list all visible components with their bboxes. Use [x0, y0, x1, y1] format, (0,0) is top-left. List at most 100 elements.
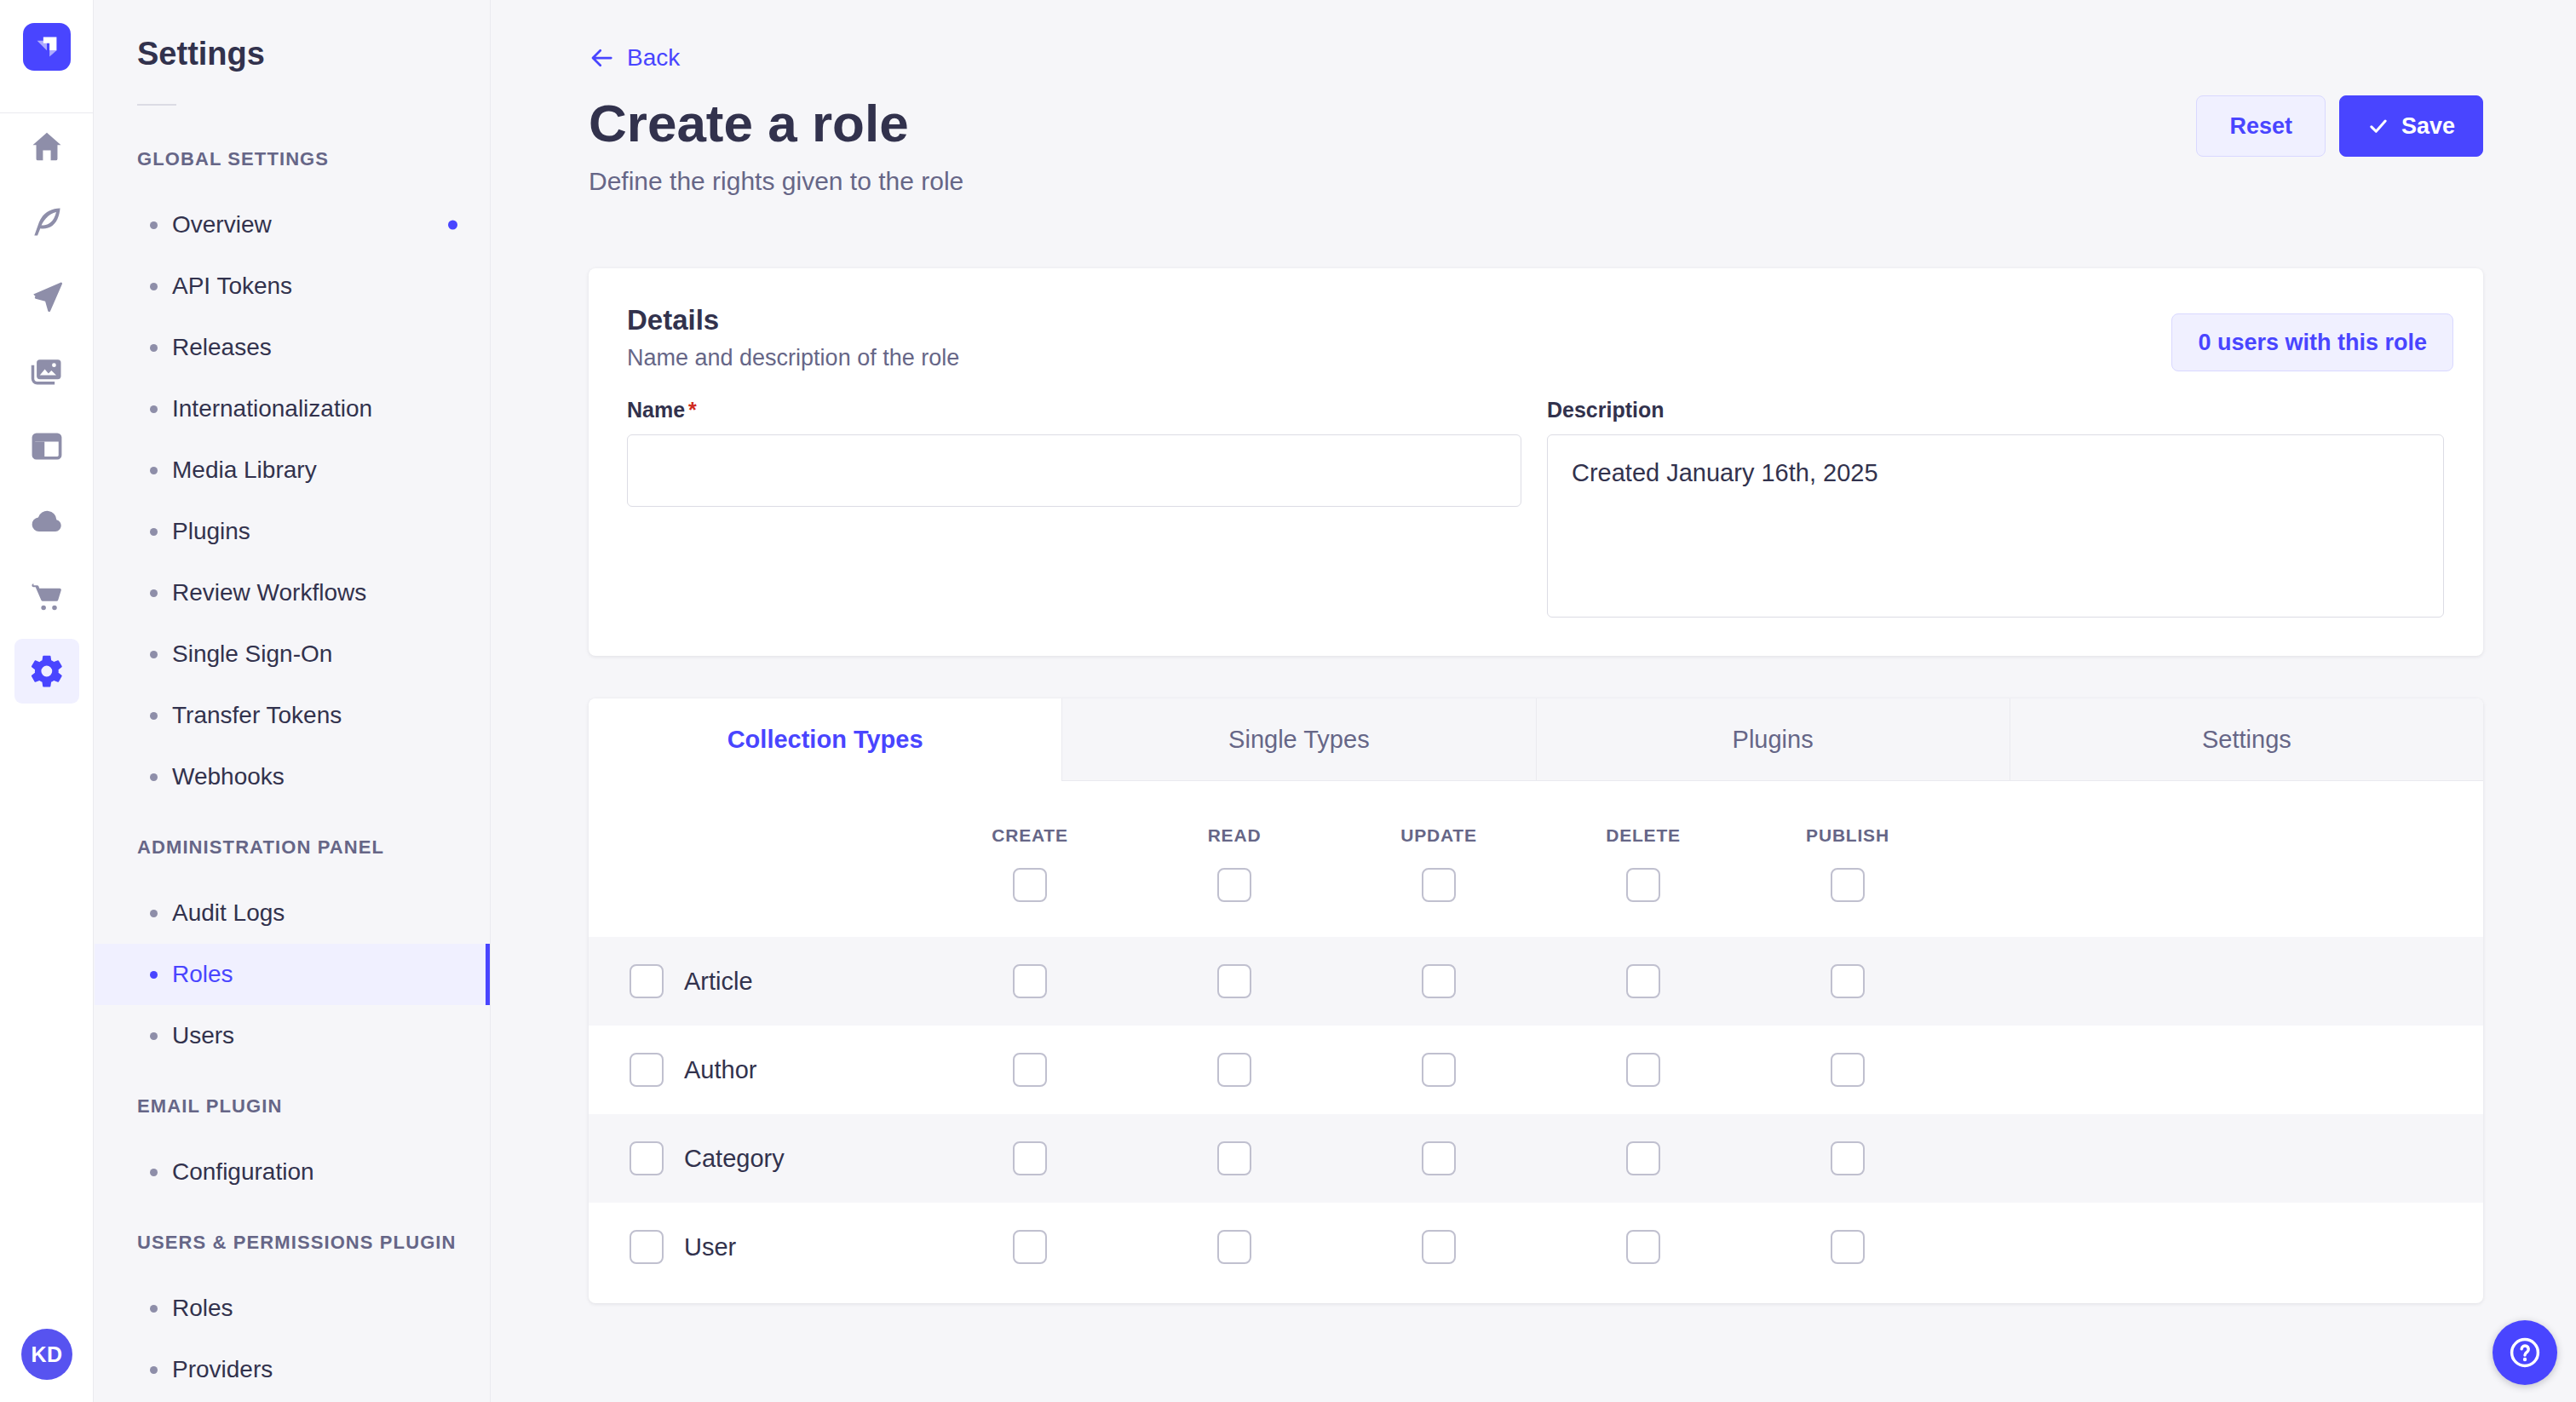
feather-icon — [28, 203, 66, 240]
page-title: Create a role — [589, 92, 909, 155]
tab-bar: Collection TypesSingle TypesPluginsSetti… — [589, 698, 2483, 781]
select-all-read-checkbox[interactable] — [1217, 868, 1251, 902]
checkbox-category-delete[interactable] — [1626, 1141, 1660, 1175]
bullet-icon — [150, 589, 158, 597]
rail-nav — [0, 114, 93, 704]
checkbox-article-update[interactable] — [1422, 964, 1456, 998]
sidebar-item-overview[interactable]: Overview — [95, 194, 490, 256]
checkbox-category-create[interactable] — [1013, 1141, 1047, 1175]
column-header-delete: DELETE — [1541, 825, 1745, 846]
sidebar-item-transfer-tokens[interactable]: Transfer Tokens — [95, 685, 490, 746]
select-all-create-checkbox[interactable] — [1013, 868, 1047, 902]
select-row-category-checkbox[interactable] — [630, 1141, 664, 1175]
sidebar-item-internationalization[interactable]: Internationalization — [95, 378, 490, 440]
rail-item-home[interactable] — [14, 114, 79, 179]
rail-item-media[interactable] — [14, 339, 79, 404]
users-with-role-badge[interactable]: 0 users with this role — [2171, 313, 2453, 371]
rail-item-content[interactable] — [14, 189, 79, 254]
checkbox-article-create[interactable] — [1013, 964, 1047, 998]
sidebar-item-configuration[interactable]: Configuration — [95, 1141, 490, 1203]
checkbox-user-publish[interactable] — [1831, 1230, 1865, 1264]
rail-item-cloud[interactable] — [14, 489, 79, 554]
checkbox-user-create[interactable] — [1013, 1230, 1047, 1264]
name-label: Name* — [627, 398, 697, 422]
sidebar-section-label: GLOBAL SETTINGS — [137, 148, 490, 170]
rail-item-release[interactable] — [14, 264, 79, 329]
checkbox-category-publish[interactable] — [1831, 1141, 1865, 1175]
permission-row-category: Category — [589, 1114, 2483, 1203]
bullet-icon — [150, 405, 158, 413]
sidebar-item-audit-logs[interactable]: Audit Logs — [95, 882, 490, 944]
rail-item-marketplace[interactable] — [14, 564, 79, 629]
save-button[interactable]: Save — [2339, 95, 2483, 157]
sidebar-item-api-tokens[interactable]: API Tokens — [95, 256, 490, 317]
checkbox-author-delete[interactable] — [1626, 1053, 1660, 1087]
select-row-author-checkbox[interactable] — [630, 1053, 664, 1087]
column-header-read: READ — [1132, 825, 1337, 846]
bullet-icon — [150, 712, 158, 720]
checkbox-author-create[interactable] — [1013, 1053, 1047, 1087]
checkbox-category-read[interactable] — [1217, 1141, 1251, 1175]
sidebar-item-media-library[interactable]: Media Library — [95, 440, 490, 501]
details-card: Details Name and description of the role… — [589, 268, 2483, 656]
sidebar-title: Settings — [137, 34, 490, 73]
checkbox-author-publish[interactable] — [1831, 1053, 1865, 1087]
tab-plugins[interactable]: Plugins — [1536, 698, 2010, 781]
checkbox-article-read[interactable] — [1217, 964, 1251, 998]
sidebar-item-roles[interactable]: Roles — [95, 944, 490, 1005]
arrow-left-icon — [589, 45, 614, 71]
reset-button[interactable]: Reset — [2196, 95, 2326, 157]
checkbox-category-update[interactable] — [1422, 1141, 1456, 1175]
page-subtitle: Define the rights given to the role — [589, 167, 963, 196]
sidebar-item-providers[interactable]: Providers — [95, 1339, 490, 1400]
checkbox-user-update[interactable] — [1422, 1230, 1456, 1264]
name-input[interactable] — [627, 434, 1521, 507]
required-marker: * — [688, 398, 697, 422]
description-input[interactable]: Created January 16th, 2025 — [1547, 434, 2444, 618]
select-all-delete-checkbox[interactable] — [1626, 868, 1660, 902]
sidebar-sections: GLOBAL SETTINGS Overview API Tokens Rele… — [95, 148, 490, 1400]
checkbox-user-delete[interactable] — [1626, 1230, 1660, 1264]
checkbox-author-update[interactable] — [1422, 1053, 1456, 1087]
checkbox-article-publish[interactable] — [1831, 964, 1865, 998]
header-actions: Reset Save — [2196, 95, 2483, 157]
permissions-rows: Article Author Category User — [589, 937, 2483, 1291]
sidebar-section-label: EMAIL PLUGIN — [137, 1095, 490, 1118]
tab-collection-types[interactable]: Collection Types — [589, 698, 1061, 781]
bullet-icon — [150, 773, 158, 781]
cloud-icon — [28, 503, 66, 540]
user-avatar[interactable]: KD — [21, 1329, 72, 1380]
sidebar-section: EMAIL PLUGIN Configuration — [95, 1095, 490, 1203]
checkbox-author-read[interactable] — [1217, 1053, 1251, 1087]
sidebar-item-releases[interactable]: Releases — [95, 317, 490, 378]
sidebar-item-users[interactable]: Users — [95, 1005, 490, 1066]
checkbox-user-read[interactable] — [1217, 1230, 1251, 1264]
sidebar-item-webhooks[interactable]: Webhooks — [95, 746, 490, 807]
save-label: Save — [2401, 113, 2455, 140]
tab-single-types[interactable]: Single Types — [1061, 698, 1535, 781]
help-button[interactable] — [2493, 1320, 2557, 1385]
bullet-icon — [150, 221, 158, 229]
back-link[interactable]: Back — [589, 44, 680, 72]
bullet-icon — [150, 1305, 158, 1313]
rail-item-settings[interactable] — [14, 639, 79, 704]
sidebar-item-single-sign-on[interactable]: Single Sign-On — [95, 623, 490, 685]
details-title: Details — [627, 304, 719, 336]
select-all-update-checkbox[interactable] — [1422, 868, 1456, 902]
details-subtitle: Name and description of the role — [627, 345, 959, 371]
sidebar-item-plugins[interactable]: Plugins — [95, 501, 490, 562]
sidebar-section-items: Overview API Tokens Releases Internation… — [95, 194, 490, 807]
bullet-icon — [150, 1032, 158, 1040]
checkbox-article-delete[interactable] — [1626, 964, 1660, 998]
rail-item-pages[interactable] — [14, 414, 79, 479]
column-header-create: CREATE — [928, 825, 1132, 846]
select-row-article-checkbox[interactable] — [630, 964, 664, 998]
select-row-user-checkbox[interactable] — [630, 1230, 664, 1264]
sidebar-section: USERS & PERMISSIONS PLUGIN Roles Provide… — [95, 1232, 490, 1400]
strapi-logo[interactable] — [23, 23, 71, 71]
tab-settings[interactable]: Settings — [2010, 698, 2483, 781]
settings-sidebar: Settings GLOBAL SETTINGS Overview API To… — [95, 0, 491, 1402]
select-all-publish-checkbox[interactable] — [1831, 868, 1865, 902]
sidebar-item-review-workflows[interactable]: Review Workflows — [95, 562, 490, 623]
sidebar-item-roles[interactable]: Roles — [95, 1278, 490, 1339]
